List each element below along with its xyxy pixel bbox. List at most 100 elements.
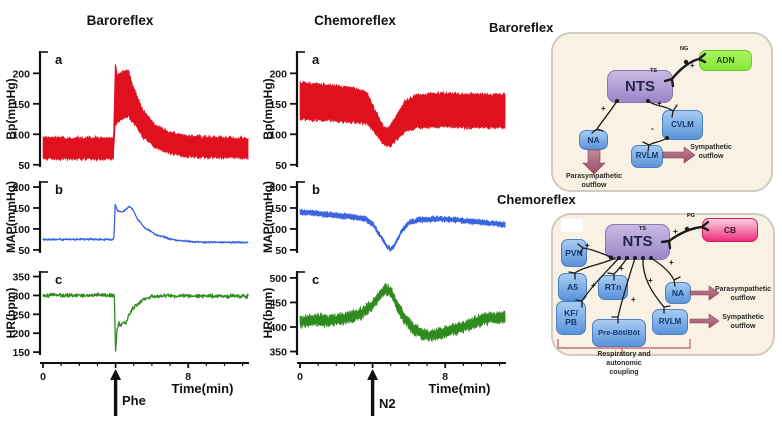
x-tick-label: 8 — [442, 371, 448, 383]
annotation-ts: TS — [639, 226, 647, 232]
baroreflex-diagram-title: Baroreflex — [489, 20, 554, 35]
baro-hr-trace — [42, 292, 249, 352]
node-rvlm: RVLM — [631, 145, 663, 168]
annotation-plus: + — [585, 241, 590, 250]
y-tick-label: 100 — [269, 129, 287, 141]
y-tick-label: 200 — [269, 182, 287, 194]
chemo-hr-ylabel: HR(bpm) — [261, 287, 275, 339]
y-tick-label: 100 — [269, 224, 287, 236]
node-a5: A5 — [558, 273, 587, 301]
baro-bp-panel: 50 100 150 200 a — [12, 51, 249, 172]
y-tick-label: 50 — [18, 160, 30, 172]
node-na: NA — [665, 282, 691, 304]
node-adn: ADN — [699, 50, 752, 71]
parasympathetic-outflow-label: Parasympathetic outflow — [715, 286, 772, 302]
y-tick-label: 100 — [12, 129, 30, 141]
node-nts: NTS — [605, 224, 670, 260]
y-tick-label: 200 — [12, 328, 30, 340]
chemo-bp-panel: 50 100 150 200 a — [269, 51, 506, 172]
chemo-map-panel: 50 100 150 200 b — [269, 181, 506, 257]
y-tick-label: 200 — [269, 68, 287, 80]
n2-stimulus-label: N2 — [379, 396, 396, 411]
node-pvn: PVN — [561, 239, 587, 267]
annotation-plus: + — [673, 227, 678, 236]
stimulus-arrow-head — [367, 369, 379, 380]
chemo-hr-trace — [299, 282, 506, 343]
annotation-plus: + — [601, 104, 606, 113]
panel-letter: c — [55, 272, 62, 287]
respiratory-coupling-label: Respiratory and autonomic coupling — [597, 351, 651, 376]
chemo-bp-trace — [299, 80, 506, 149]
chemo-bp-ylabel: Bp(mmHg) — [261, 78, 275, 140]
panel-letter: a — [312, 52, 320, 67]
y-tick-label: 150 — [269, 203, 287, 215]
y-tick-label: 150 — [12, 347, 30, 359]
panel-letter: a — [55, 52, 63, 67]
y-tick-label: 50 — [275, 245, 287, 257]
annotation-plus: + — [648, 276, 653, 285]
y-tick-label: 150 — [12, 99, 30, 111]
petrosal-ganglion-dot — [684, 226, 690, 232]
baro-map-panel: 50 100 150 200 b — [12, 181, 249, 257]
nodose-ganglion-dot — [683, 59, 689, 65]
phe-injection-label: Phe — [122, 393, 146, 408]
y-tick-label: 350 — [12, 272, 30, 284]
panel-letter: c — [312, 272, 319, 287]
x-tick-label: 0 — [40, 371, 46, 383]
node-cb: CB — [702, 218, 758, 242]
annotation-minus: - — [651, 124, 654, 133]
node-cvlm: CVLM — [662, 110, 703, 140]
node-na: NA — [579, 130, 608, 150]
sympathetic-outflow-label: Sympathetic outflow — [722, 314, 764, 330]
node-prebot: Pre-Böt/Böt — [592, 319, 646, 347]
y-tick-label: 250 — [12, 309, 30, 321]
y-tick-label: 50 — [18, 245, 30, 257]
annotation-plus: + — [657, 99, 662, 108]
chemo-hr-panel: 350400450500c048 — [269, 271, 506, 416]
annotation-plus: + — [669, 258, 674, 267]
baroreflex-pathway-diagram: Parasympathetic outflow Sympathetic outf… — [551, 32, 773, 192]
white-patch — [561, 219, 583, 232]
chemoreflex-traces-title: Chemoreflex — [314, 13, 396, 28]
baro-hr-panel: 150200250300350c048 — [12, 271, 249, 416]
y-tick-label: 450 — [269, 297, 287, 309]
baro-bp-ylabel: Bp(mmHg) — [4, 78, 18, 140]
annotation-plus: + — [631, 295, 636, 304]
y-tick-label: 400 — [269, 322, 287, 334]
x-tick-label: 8 — [185, 371, 191, 383]
x-tick-label: 0 — [297, 371, 303, 383]
chemoreflex-pathway-diagram: Parasympathetic outflow Sympathetic outf… — [551, 213, 775, 376]
chemoreflex-diagram-title: Chemoreflex — [497, 192, 576, 207]
annotation-pg: PG — [687, 213, 695, 219]
y-tick-label: 100 — [12, 224, 30, 236]
y-tick-label: 150 — [269, 99, 287, 111]
y-tick-label: 200 — [12, 182, 30, 194]
y-tick-label: 300 — [12, 290, 30, 302]
node-nts: NTS — [607, 70, 673, 103]
baro-hr-ylabel: HR(bpm) — [4, 287, 18, 339]
annotation-ts: TS — [650, 68, 658, 74]
stimulus-arrow-head — [110, 369, 122, 380]
chemo-map-trace — [299, 208, 506, 252]
node-rtn: RTn — [598, 275, 628, 300]
node-rvlm: RVLM — [652, 309, 688, 335]
annotation-plus: + — [591, 281, 596, 290]
annotation-plus: + — [619, 264, 624, 273]
y-tick-label: 500 — [269, 273, 287, 285]
chemoreflex-time-axis-label: Time(min) — [428, 381, 491, 396]
sympathetic-outflow-label: Sympathetic outflow — [690, 144, 732, 160]
baroreflex-traces-title: Baroreflex — [86, 13, 154, 28]
y-tick-label: 50 — [275, 160, 287, 172]
baro-map-trace — [42, 203, 249, 244]
baroreflex-time-axis-label: Time(min) — [171, 381, 234, 396]
y-tick-label: 350 — [269, 347, 287, 359]
panel-letter: b — [312, 182, 320, 197]
annotation-plus: + — [690, 61, 695, 70]
y-tick-label: 200 — [12, 68, 30, 80]
node-kfpb: KF/ PB — [556, 301, 586, 335]
baro-bp-trace — [42, 64, 249, 162]
panel-letter: b — [55, 182, 63, 197]
y-tick-label: 150 — [12, 203, 30, 215]
parasympathetic-outflow-label: Parasympathetic outflow — [565, 173, 623, 189]
